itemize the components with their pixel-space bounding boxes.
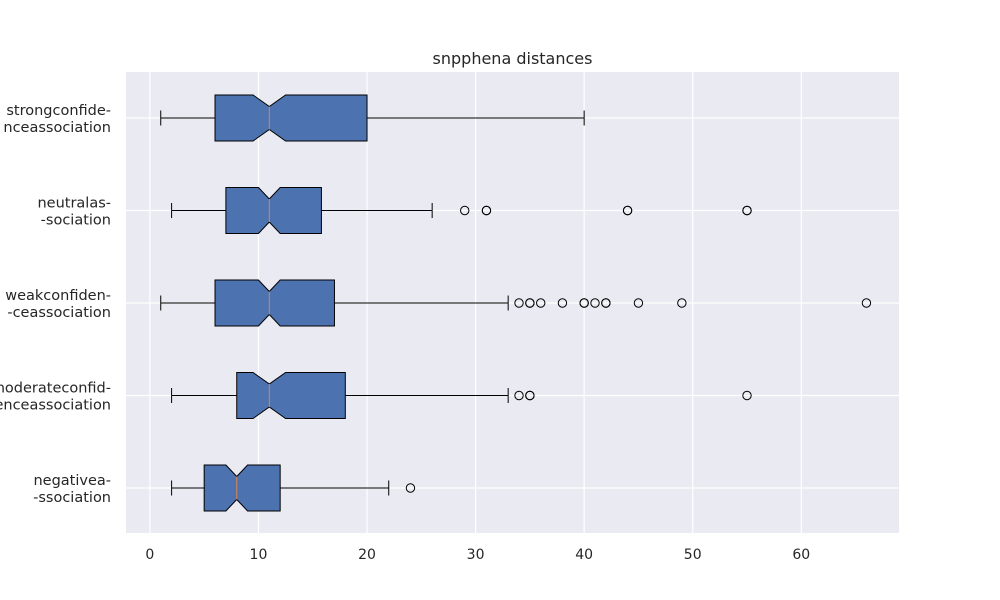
y-tick-label-line: negativea- [33,473,111,489]
notched-box [236,372,346,419]
outlier-point [536,298,546,308]
outlier-point [861,298,872,308]
notched-box [214,279,335,327]
x-tick-label: 40 [575,547,593,563]
y-tick-label: strongconfide-nceassociation [3,103,111,136]
box-group [171,372,752,419]
x-tick-label: 50 [684,547,702,563]
x-tick-label: 0 [145,547,154,563]
notched-box [225,187,322,234]
box-group [160,94,585,142]
outlier-point [601,298,611,308]
y-tick-label-line: enceassociation [0,398,111,414]
outlier-point [514,390,524,401]
boxes [160,94,872,512]
y-tick-label-line: neutralas- [37,196,111,212]
notched-box [203,464,281,512]
y-tick-label-line: nceassociation [3,120,111,136]
box-group [171,464,416,512]
outlier-point [460,205,470,216]
outlier-point [742,205,752,216]
box-group [160,279,872,327]
outlier-point [525,390,535,401]
y-tick-label: negativea--ssociation [33,473,111,506]
y-tick-label-line: -ceassociation [7,305,111,321]
outlier-point [579,298,589,308]
outlier-point [590,298,600,308]
y-tick-label-line: weakconfiden- [5,288,111,304]
y-tick-label-line: moderateconfid- [0,381,111,397]
outlier-point [633,298,644,308]
y-tick-label-line: -ssociation [33,490,111,506]
y-axis-ticks: strongconfide-nceassociationneutralas--s… [0,103,111,506]
outlier-point [557,298,568,308]
outlier-point [525,298,535,308]
outlier-point [742,390,752,401]
x-axis-ticks: 0 10 20 30 40 50 60 [145,547,810,563]
y-tick-label: moderateconfid-enceassociation [0,381,111,414]
outlier-point [514,298,524,308]
x-tick-label: 20 [358,547,376,563]
y-tick-label-line: strongconfide- [6,103,111,119]
outlier-point [481,205,492,216]
outlier-point [677,298,687,308]
x-tick-label: 10 [250,547,268,563]
y-tick-label: weakconfiden--ceassociation [5,288,111,321]
notched-box [214,94,368,142]
y-tick-label-line: -sociation [41,213,111,229]
outlier-point [622,205,633,216]
x-tick-label: 60 [792,547,810,563]
x-tick-label: 30 [467,547,485,563]
outlier-point [405,483,416,493]
chart-title: snpphena distances [433,49,593,68]
y-tick-label: neutralas--sociation [37,196,111,229]
box-group [171,187,752,234]
